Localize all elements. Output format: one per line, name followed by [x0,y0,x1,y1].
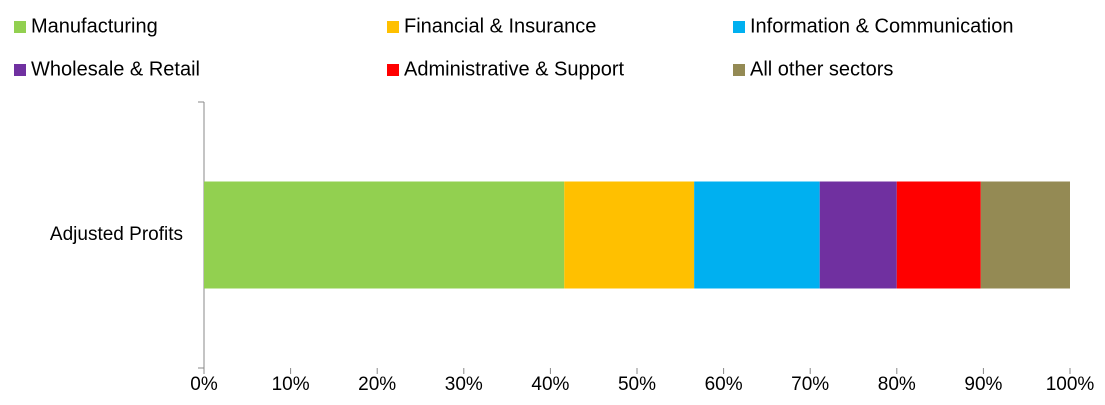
legend-label: Information & Communication [750,15,1013,37]
x-tick-label: 50% [618,374,656,395]
bar-segment [980,181,1070,289]
legend-swatch [733,21,745,33]
bar-segment [204,181,565,289]
legend-swatch [14,21,26,33]
x-tick-label: 70% [791,374,829,395]
legend-label: Wholesale & Retail [31,58,200,80]
x-tick-label: 100% [1046,374,1095,395]
x-tick-label: 10% [272,374,310,395]
legend-swatch [733,64,745,76]
legend-swatch [14,64,26,76]
legend-label: Manufacturing [31,15,158,37]
x-tick-label: 30% [445,374,483,395]
legend-label: Administrative & Support [404,58,625,80]
legend-label: Financial & Insurance [404,15,596,37]
x-tick-label: 0% [190,374,218,395]
category-label: Adjusted Profits [50,224,183,245]
x-tick-label: 20% [358,374,396,395]
bar-segment [564,181,695,289]
x-tick-label: 40% [531,374,569,395]
bar-segment [819,181,897,289]
bar-segment [896,181,981,289]
x-tick-label: 80% [878,374,916,395]
legend-swatch [387,64,399,76]
legend-label: All other sectors [750,58,893,80]
x-tick-label: 90% [964,374,1002,395]
bar-segment [694,181,820,289]
x-tick-label: 60% [705,374,743,395]
legend-swatch [387,21,399,33]
